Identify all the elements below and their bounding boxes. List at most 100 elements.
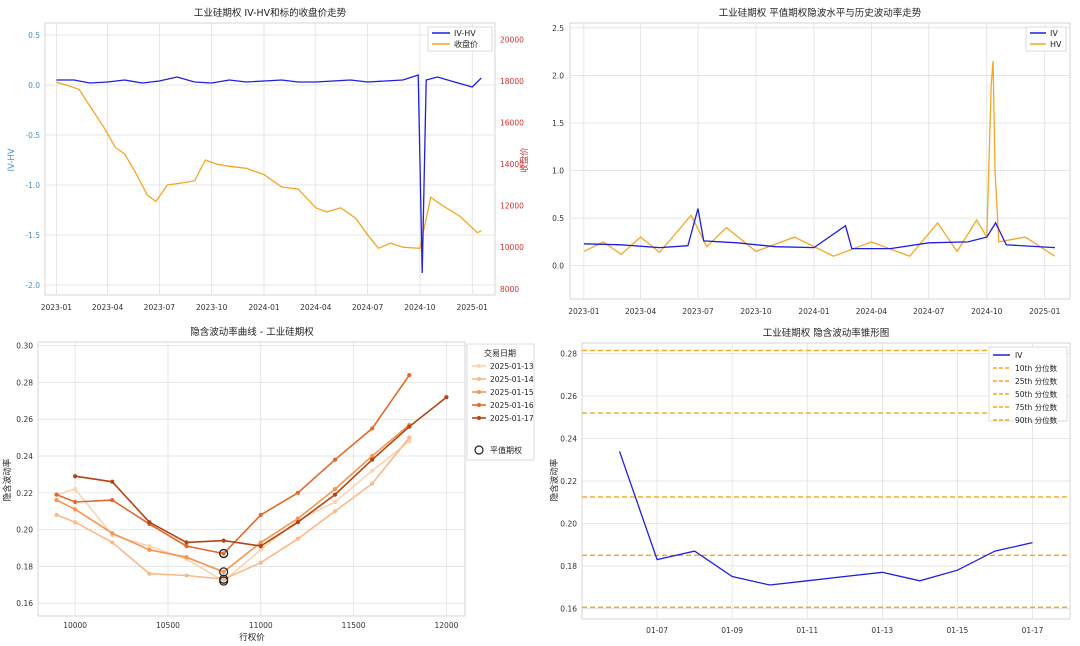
chart1-x-tick-label: 2023-01 — [41, 303, 73, 312]
chart3-point-2025-01-14 — [332, 509, 338, 514]
chart3-y-tick-label: 0.30 — [16, 342, 33, 351]
chart4-y-tick-label: 0.26 — [560, 392, 577, 401]
chart3-atm-marker — [219, 574, 229, 584]
chart3-point-2025-01-17 — [295, 520, 301, 525]
chart3-point-2025-01-16 — [221, 551, 226, 556]
chart1-x-tick-label: 2024-01 — [248, 303, 280, 312]
chart3-point-2025-01-17 — [110, 479, 115, 484]
chart3-atm-marker — [219, 548, 229, 559]
chart1-y2-tick-label: 12000 — [500, 202, 524, 211]
chart4-y-tick-label: 0.22 — [560, 477, 577, 486]
chart1-x-tick-label: 2025-01 — [457, 303, 489, 312]
chart4-y-tick-label: 0.18 — [560, 562, 577, 571]
chart3-legend-swatch-dot — [477, 403, 481, 407]
chart1-y2-tick-label: 10000 — [500, 243, 524, 252]
chart3-legend-swatch-dot — [477, 416, 481, 420]
chart3-point-2025-01-15 — [184, 555, 189, 560]
chart3-point-2025-01-16 — [332, 457, 338, 462]
chart4-y-tick-label: 0.24 — [560, 435, 577, 444]
chart3-point-2025-01-13 — [370, 468, 375, 473]
chart3-x-tick-label: 10500 — [156, 621, 180, 630]
chart3-point-2025-01-17 — [221, 538, 226, 543]
chart1-legend-label-close: 收盘价 — [454, 39, 478, 49]
chart3-point-2025-01-15 — [54, 498, 59, 503]
chart1-x-tick-label: 2023-04 — [92, 303, 124, 312]
chart3-point-2025-01-17 — [73, 474, 78, 479]
chart-atm-iv-hv: 0.0 0.5 1.0 1.5 2.0 2.5 2023-01 2023-04 2023-07… — [552, 7, 1071, 316]
chart3-legend-atm-marker — [474, 445, 484, 455]
chart4-legend-label: 90th 分位数 — [1015, 415, 1058, 425]
chart2-legend-label-iv: IV — [1050, 29, 1058, 38]
chart2-y-tick-label: 1.0 — [552, 167, 564, 176]
chart3-y-tick-label: 0.16 — [16, 599, 33, 608]
chart4-x-tick-label: 01-13 — [871, 626, 893, 635]
chart3-point-2025-01-17 — [444, 395, 449, 400]
chart3-y-tick-label: 0.26 — [16, 415, 33, 424]
chart3-point-2025-01-17 — [370, 457, 375, 462]
chart3-point-2025-01-16 — [73, 499, 78, 505]
chart3-point-2025-01-13 — [147, 544, 152, 549]
chart3-x-tick-label: 10000 — [63, 621, 87, 630]
chart4-x-tick-label: 01-11 — [796, 626, 818, 635]
chart1-y2-tick-label: 20000 — [500, 36, 524, 45]
chart1-y-tick-label: 0.5 — [28, 31, 40, 40]
chart3-point-2025-01-14 — [370, 481, 375, 486]
chart4-title: 工业硅期权 隐含波动率锥形图 — [763, 327, 890, 339]
chart3-y-tick-label: 0.24 — [16, 452, 33, 461]
chart2-x-tick-label: 2023-04 — [625, 307, 657, 316]
chart3-point-2025-01-14 — [258, 560, 263, 565]
chart-iv-cone: 0.16 0.18 0.20 0.22 0.24 0.26 0.28 01-07 01-09 0… — [549, 327, 1071, 635]
chart3-point-2025-01-14 — [73, 520, 78, 525]
chart1-plot-area — [44, 22, 496, 296]
chart4-legend-label: 10th 分位数 — [1015, 363, 1058, 373]
chart3-point-2025-01-15 — [295, 516, 301, 521]
chart1-y2-tick-label: 14000 — [500, 160, 524, 169]
chart1-series-close-line — [56, 81, 482, 250]
chart3-point-2025-01-17 — [147, 520, 152, 525]
chart3-point-2025-01-13 — [258, 547, 263, 552]
chart3-y-tick-label: 0.20 — [16, 526, 33, 535]
chart4-legend: IV 10th 分位数 25th 分位数 50th 分位数 75th 分位数 90th 分… — [988, 346, 1068, 425]
chart3-point-2025-01-15 — [147, 547, 152, 552]
chart1-y2-tick-label: 8000 — [500, 285, 519, 294]
chart3-legend-title: 交易日期 — [484, 348, 516, 358]
chart3-legend-label-2025-01-14: 2025-01-14 — [490, 375, 534, 384]
chart2-x-tick-label: 2024-01 — [798, 307, 830, 316]
chart4-y-tick-label: 0.20 — [560, 519, 577, 528]
chart2-title: 工业硅期权 平值期权隐波水平与历史波动率走势 — [719, 7, 922, 19]
chart3-legend-atm-label: 平值期权 — [490, 445, 522, 455]
chart1-legend: IV-HV 收盘价 — [427, 26, 493, 52]
chart2-x-tick-label: 2023-10 — [740, 307, 772, 316]
chart1-x-tick-label: 2024-07 — [352, 303, 384, 312]
chart3-point-2025-01-15 — [332, 487, 338, 492]
chart4-legend-label: IV — [1015, 351, 1023, 360]
chart4-legend-label: 75th 分位数 — [1015, 402, 1058, 412]
chart3-point-2025-01-15 — [73, 507, 78, 512]
chart3-legend: 交易日期 2025-01-13 2025-01-14 2025-01-15 2025-… — [466, 343, 535, 461]
chart3-legend-label-2025-01-15: 2025-01-15 — [490, 388, 534, 397]
chart1-x-tick-label: 2023-07 — [144, 303, 176, 312]
chart4-x-tick-label: 01-17 — [1022, 626, 1044, 635]
chart3-point-2025-01-15 — [110, 531, 115, 536]
chart3-legend-swatch-dot — [477, 364, 481, 368]
chart3-point-2025-01-14 — [407, 435, 412, 440]
chart1-y-tick-label: -0.5 — [25, 131, 40, 140]
chart1-x-tick-label: 2024-10 — [404, 303, 436, 312]
chart1-y-tick-label: -1.0 — [25, 181, 40, 190]
chart4-y-axis-label: 隐含波动率 — [549, 458, 560, 501]
chart3-y-tick-label: 0.18 — [16, 562, 33, 571]
chart3-point-2025-01-14 — [295, 536, 301, 541]
chart1-y2-axis-label: 收盘价 — [519, 147, 530, 173]
chart1-y-tick-label: -2.0 — [25, 281, 40, 290]
chart4-y-tick-label: 0.28 — [560, 350, 577, 359]
chart3-point-2025-01-13 — [332, 499, 338, 505]
chart3-point-2025-01-15 — [370, 453, 375, 459]
chart3-point-2025-01-15 — [258, 540, 263, 545]
chart3-point-2025-01-16 — [370, 426, 375, 431]
chart1-title: 工业硅期权 IV-HV和标的收盘价走势 — [194, 7, 347, 19]
chart2-y-tick-label: 0.5 — [552, 214, 564, 223]
chart2-y-tick-label: 1.5 — [552, 119, 564, 128]
chart-iv-smile: 0.16 0.18 0.20 0.22 0.24 0.26 0.28 0.30 10000 10… — [2, 326, 535, 643]
chart2-y-tick-label: 2.0 — [552, 71, 564, 80]
